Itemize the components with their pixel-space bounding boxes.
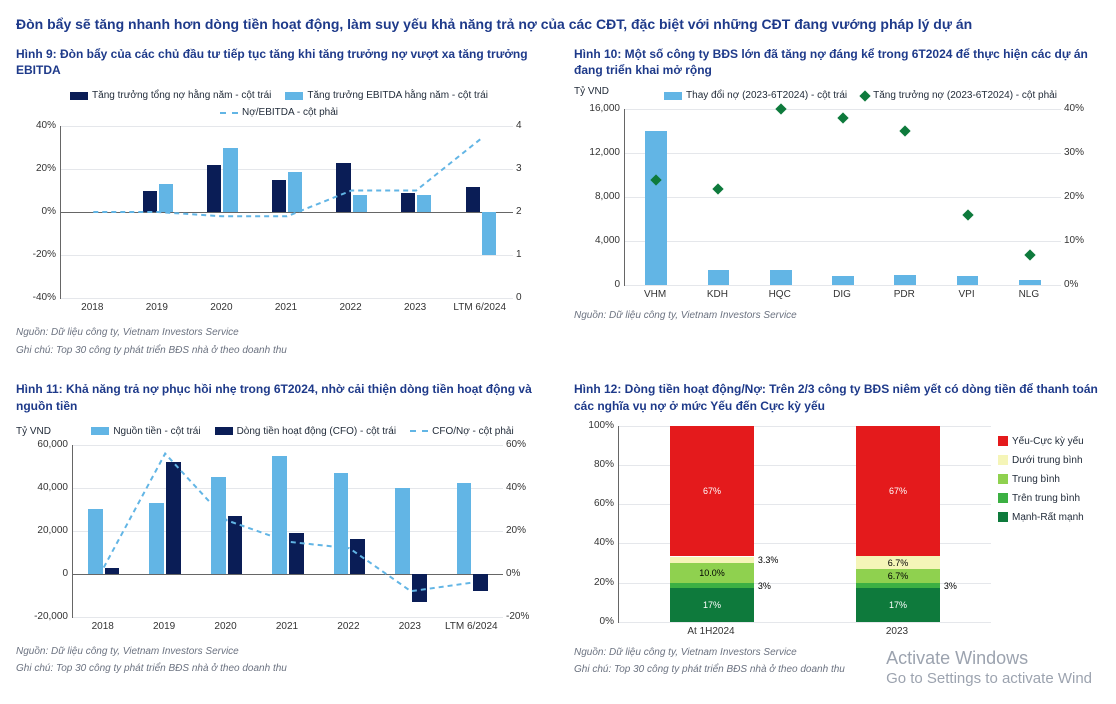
chart9-notes: Nguồn: Dữ liệu công ty, Vietnam Investor… <box>16 322 542 357</box>
chart9-title: Hình 9: Đòn bẩy của các chủ đầu tư tiếp … <box>16 46 542 78</box>
chart11-title: Hình 11: Khả năng trả nợ phục hồi nhẹ tr… <box>16 381 542 413</box>
chart10-panel: Hình 10: Một số công ty BĐS lớn đã tăng … <box>574 46 1100 357</box>
source-note: Ghi chú: Top 30 công ty phát triển BĐS n… <box>16 662 542 676</box>
charts-grid: Hình 9: Đòn bẩy của các chủ đầu tư tiếp … <box>16 46 1100 677</box>
chart10-notes: Nguồn: Dữ liệu công ty, Vietnam Investor… <box>574 305 1100 323</box>
legend-item: Nợ/EBITDA - cột phải <box>220 107 338 118</box>
chart11-legend: Nguồn tiền - cột trái Dòng tiền hoạt động… <box>63 426 542 437</box>
chart12-title: Hình 12: Dòng tiền hoạt động/Nợ: Trên 2/… <box>574 381 1100 413</box>
legend-item: Thay đổi nợ (2023-6T2024) - cột trái <box>664 90 847 101</box>
page-title: Đòn bẩy sẽ tăng nhanh hơn dòng tiền hoạt… <box>16 16 1100 32</box>
chart11-unit: Tỷ VND <box>16 426 51 437</box>
chart12-legend: Yếu-Cực kỳ yếuDưới trung bìnhTrung bìnhT… <box>998 436 1084 531</box>
chart9-panel: Hình 9: Đòn bẩy của các chủ đầu tư tiếp … <box>16 46 542 357</box>
legend-item: Tăng trưởng nợ (2023-6T2024) - cột phải <box>861 90 1057 101</box>
chart11-notes: Nguồn: Dữ liệu công ty, Vietnam Investor… <box>16 641 542 676</box>
chart11-plot: -20,000020,00040,00060,000-20%0%20%40%60… <box>16 441 542 641</box>
chart12-plot: 17%3%10.0%3.3%67%17%3%6.7%6.7%67%0%20%40… <box>574 422 1100 642</box>
legend-item: CFO/Nợ - cột phải <box>410 426 514 437</box>
source-note: Nguồn: Dữ liệu công ty, Vietnam Investor… <box>16 645 542 659</box>
chart10-unit: Tỷ VND <box>574 86 609 97</box>
chart12-panel: Hình 12: Dòng tiền hoạt động/Nợ: Trên 2/… <box>574 381 1100 676</box>
chart10-title: Hình 10: Một số công ty BĐS lớn đã tăng … <box>574 46 1100 78</box>
windows-watermark: Activate Windows Go to Settings to activ… <box>886 648 1092 688</box>
chart9-legend: Tăng trưởng tổng nợ hằng năm - cột trái T… <box>16 90 542 118</box>
chart11-panel: Hình 11: Khả năng trả nợ phục hồi nhẹ tr… <box>16 381 542 676</box>
legend-item: Tăng trưởng EBITDA hằng năm - cột trái <box>285 90 488 101</box>
chart10-legend: Thay đổi nợ (2023-6T2024) - cột trái Tăng… <box>621 90 1100 101</box>
chart10-plot: 04,0008,00012,00016,0000%10%20%30%40%VHM… <box>574 105 1100 305</box>
source-note: Nguồn: Dữ liệu công ty, Vietnam Investor… <box>16 326 542 340</box>
legend-item: Nguồn tiền - cột trái <box>91 426 200 437</box>
legend-item: Tăng trưởng tổng nợ hằng năm - cột trái <box>70 90 271 101</box>
source-note: Nguồn: Dữ liệu công ty, Vietnam Investor… <box>574 309 1100 323</box>
source-note: Ghi chú: Top 30 công ty phát triển BĐS n… <box>16 344 542 358</box>
chart9-plot: -40%-20%0%20%40%012342018201920202021202… <box>16 122 542 322</box>
legend-item: Dòng tiền hoạt động (CFO) - cột trái <box>215 426 397 437</box>
